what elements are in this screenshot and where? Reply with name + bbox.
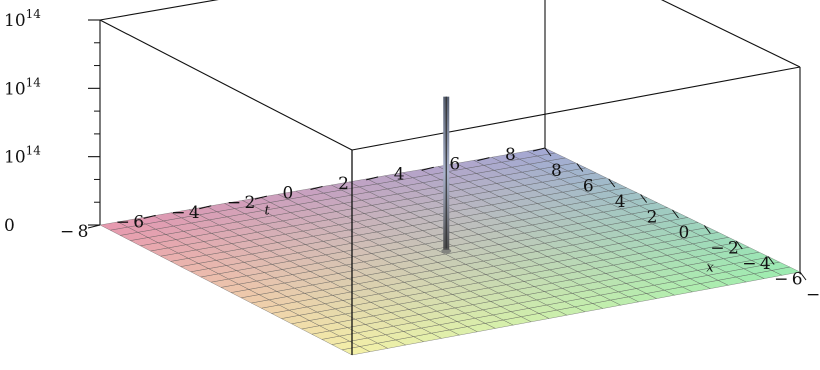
x-tick-label: 8 <box>551 161 562 181</box>
t-tick-label: − 6 <box>116 212 144 232</box>
z-tick-exponent: 14 <box>26 75 42 89</box>
x-axis-title: x <box>706 261 714 276</box>
box-edge <box>99 0 219 21</box>
t-tick-label: 0 <box>283 184 294 204</box>
x-tick <box>640 194 648 203</box>
surface-mesh <box>99 147 801 356</box>
t-tick-label: − 4 <box>171 203 199 223</box>
x-tick-label: − 2 <box>710 239 738 259</box>
t-tick <box>87 224 101 229</box>
x-tick-label: 0 <box>679 223 690 243</box>
x-tick <box>735 240 743 250</box>
z-tick-label: 1014 <box>4 144 41 168</box>
x-tick-label: 2 <box>647 208 658 228</box>
t-tick-label: − 2 <box>227 193 255 213</box>
t-tick-label: 4 <box>394 164 405 184</box>
t-tick-label: 6 <box>449 155 460 175</box>
t-tick <box>421 166 434 171</box>
t-tick <box>254 195 267 200</box>
box-edge <box>99 19 353 151</box>
x-tick-label: − 8 <box>806 285 820 305</box>
t-axis-title: t <box>265 204 271 219</box>
x-tick <box>703 225 711 234</box>
t-tick <box>199 205 212 210</box>
x-tick <box>672 209 679 219</box>
x-tick-label: 4 <box>615 192 626 212</box>
x-tick-label: − 4 <box>742 254 770 274</box>
t-tick <box>310 186 323 190</box>
spike-base <box>441 248 452 254</box>
x-tick <box>608 178 616 188</box>
t-tick-label: 8 <box>505 145 516 165</box>
x-tick-label: 6 <box>583 177 594 197</box>
t-tick-label: − 8 <box>60 222 88 242</box>
x-tick <box>544 147 552 157</box>
z-tick-label: 1014 <box>4 7 41 31</box>
x-tick <box>767 256 775 265</box>
surface-spike <box>441 96 452 254</box>
t-tick <box>477 157 490 162</box>
t-tick <box>532 147 546 152</box>
box-edge <box>660 0 801 68</box>
z-tick-exponent: 14 <box>26 144 42 158</box>
box-edge <box>351 66 801 151</box>
x-tick <box>799 271 807 281</box>
t-tick <box>366 176 379 181</box>
plot-box-front <box>87 147 807 355</box>
plot-box-back <box>88 0 801 272</box>
z-tick-label: 0 <box>4 216 15 236</box>
x-tick-label: − 6 <box>774 270 802 290</box>
t-tick <box>143 214 156 219</box>
t-tick-label: 2 <box>338 174 349 194</box>
x-tick <box>576 163 584 172</box>
z-tick-label: 1014 <box>4 75 41 99</box>
z-tick-exponent: 14 <box>26 7 42 21</box>
